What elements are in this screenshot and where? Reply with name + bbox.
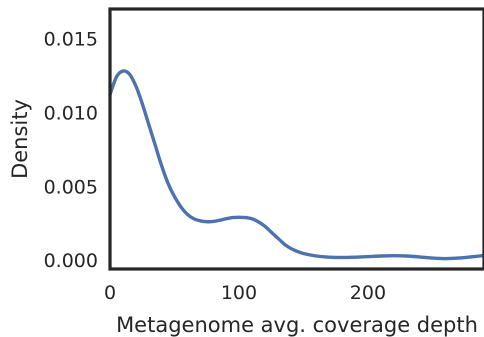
y-axis-label: Density (8, 99, 32, 179)
y-tick-label: 0.015 (44, 29, 98, 51)
series-layer (108, 69, 484, 261)
y-tick-label: 0.010 (44, 102, 98, 124)
y-tick-label: 0.005 (44, 176, 98, 198)
x-tick-label: 0 (104, 282, 116, 304)
x-tick-label: 200 (350, 282, 386, 304)
x-axis-ticks: 0 100 200 (104, 282, 386, 304)
x-axis-label: Metagenome avg. coverage depth (116, 313, 478, 337)
y-tick-label: 0.000 (44, 250, 98, 272)
plot-frame (108, 7, 484, 271)
x-tick-label: 100 (221, 282, 257, 304)
density-curve (108, 69, 484, 261)
y-axis-ticks: 0.000 0.005 0.010 0.015 (44, 29, 98, 273)
